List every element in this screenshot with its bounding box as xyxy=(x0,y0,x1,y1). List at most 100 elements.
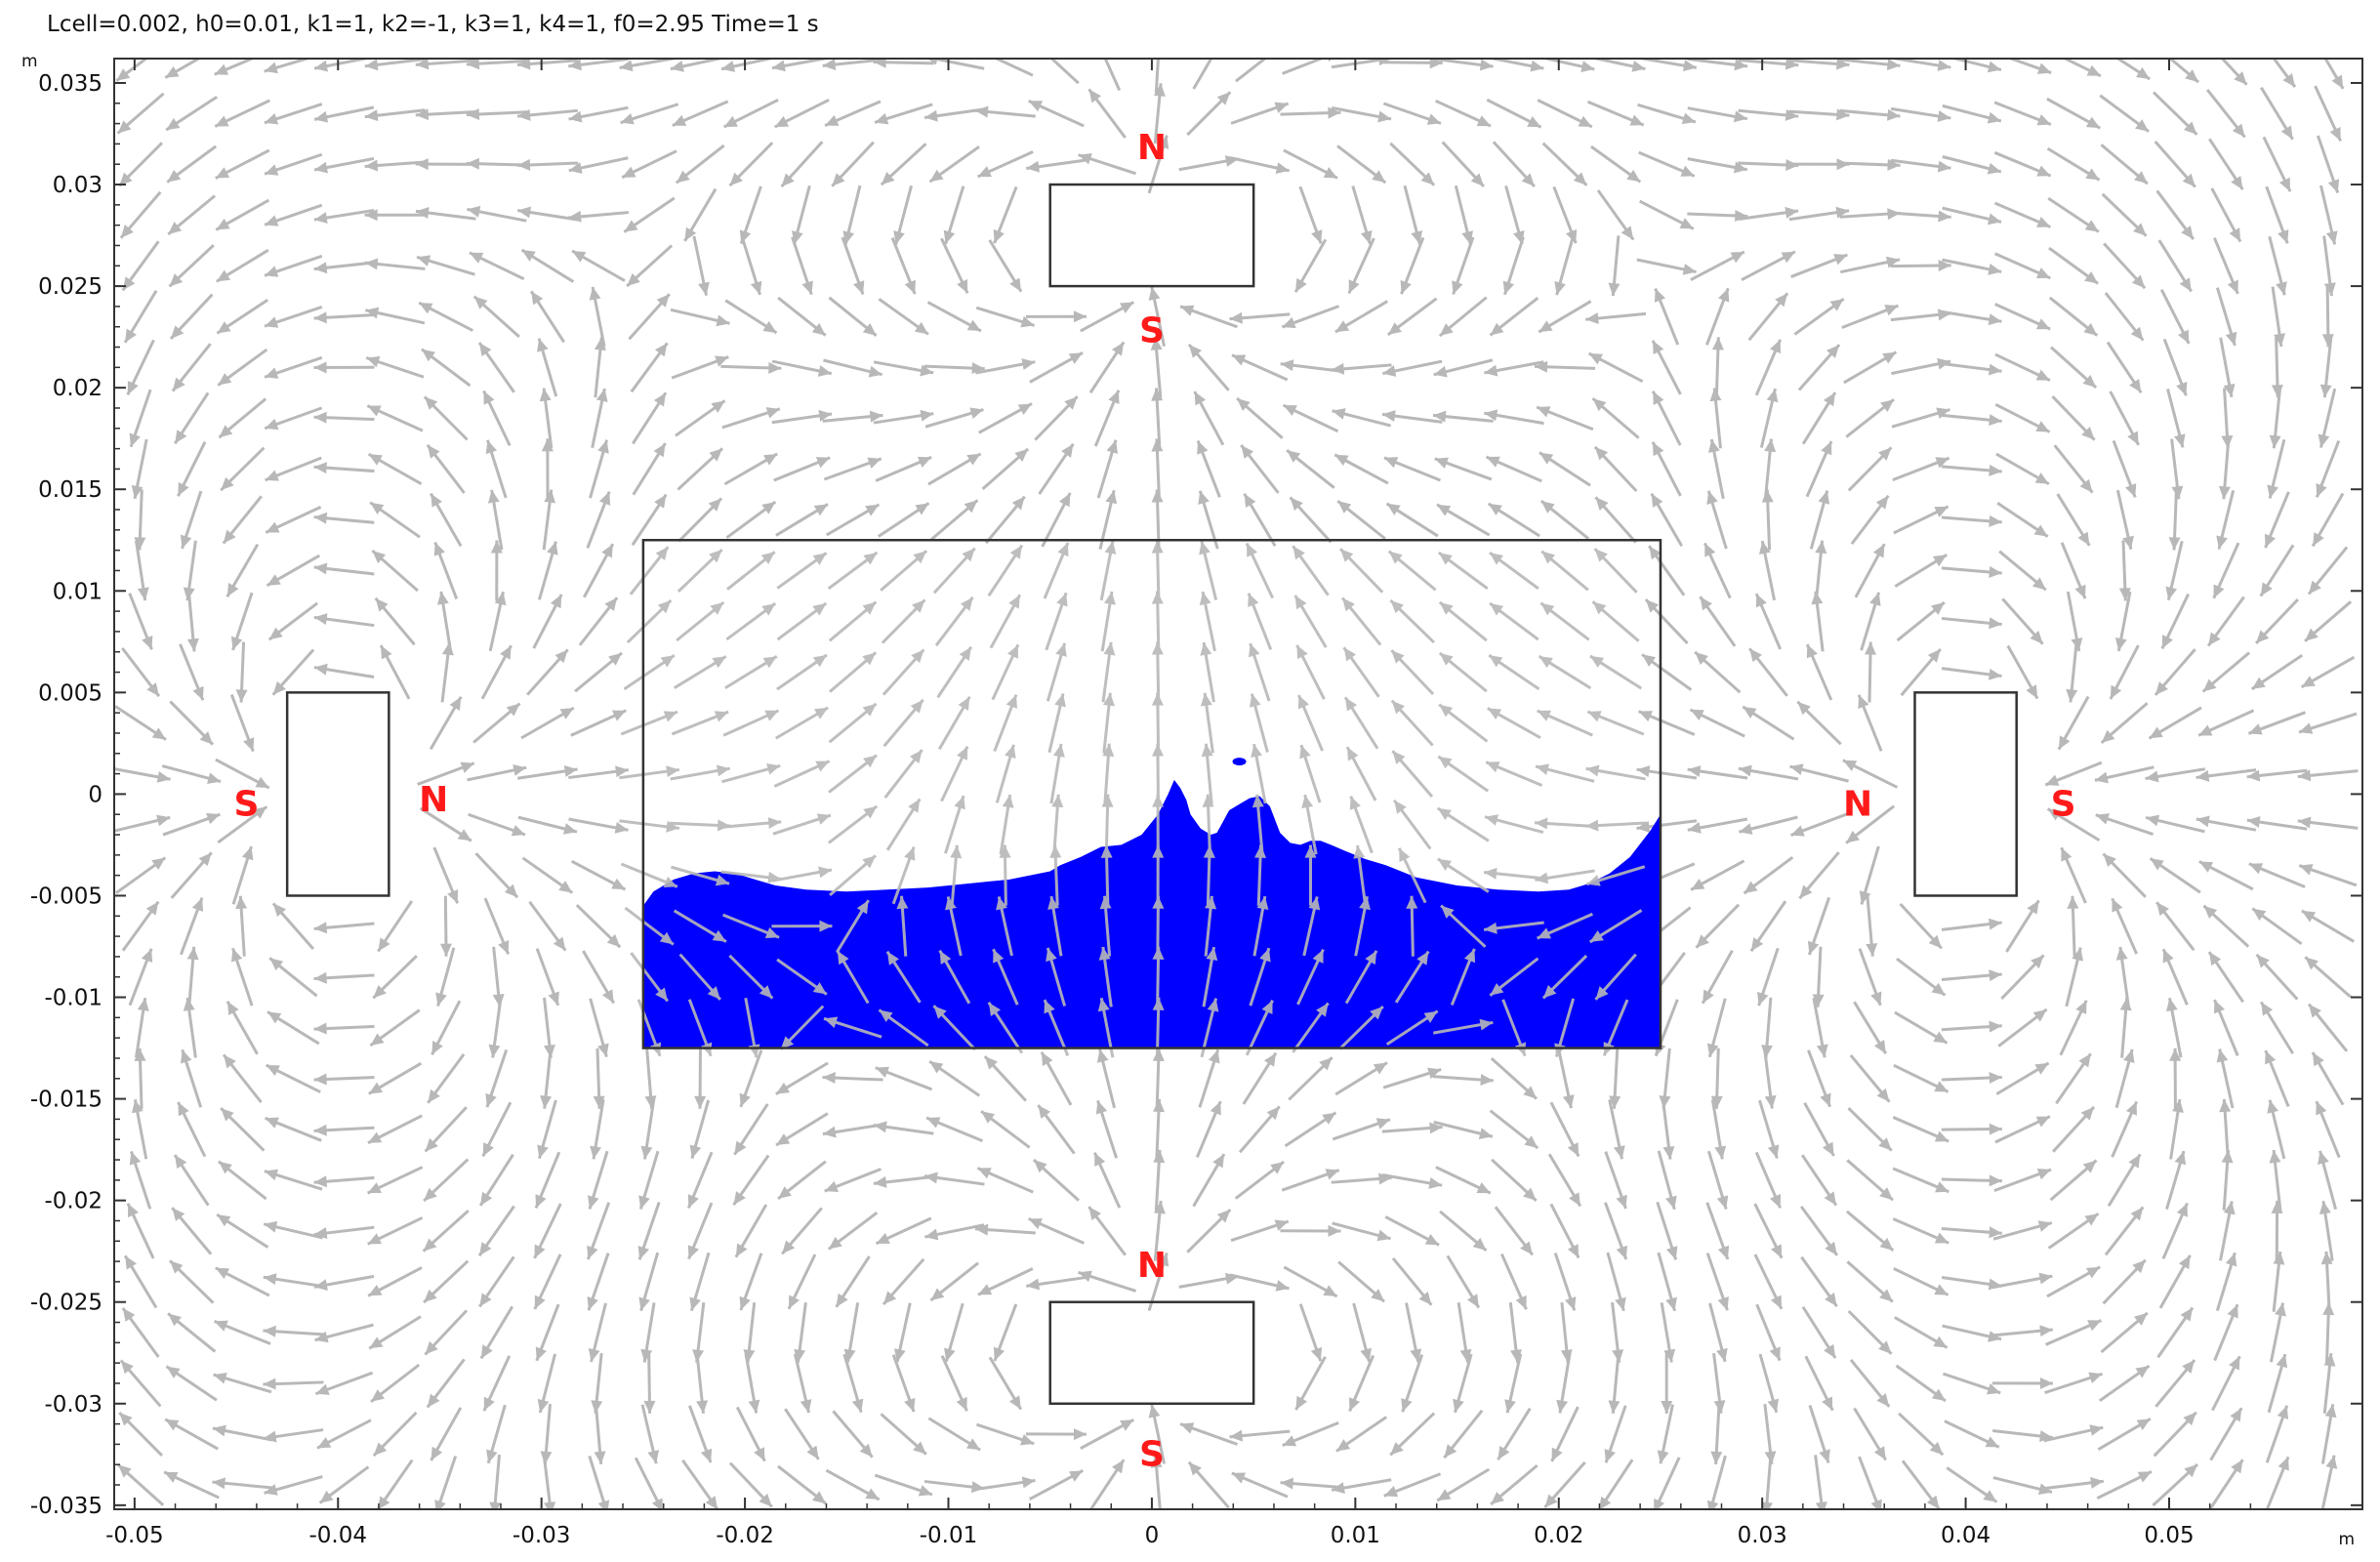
field-arrow xyxy=(168,244,215,288)
field-arrow xyxy=(1706,490,1728,550)
field-arrow xyxy=(983,1054,1027,1102)
field-arrow xyxy=(1150,337,1163,398)
field-arrow xyxy=(1296,694,1324,752)
arrow-head xyxy=(1716,1195,1729,1210)
arrow-head xyxy=(265,367,279,379)
field-arrow xyxy=(1589,59,1646,72)
field-arrow xyxy=(1814,1455,1827,1509)
field-arrow xyxy=(532,594,563,649)
field-arrow xyxy=(2155,189,2195,240)
field-arrow xyxy=(1604,1151,1627,1210)
arrow-head xyxy=(893,230,905,245)
field-arrow xyxy=(1604,1405,1627,1463)
field-arrow xyxy=(135,997,149,1058)
arrow-head xyxy=(2297,769,2312,782)
field-arrow xyxy=(2044,760,2103,787)
field-arrow xyxy=(2219,1098,2232,1160)
field-arrow xyxy=(431,1000,462,1055)
field-arrow xyxy=(370,1363,421,1404)
arrow-head xyxy=(965,1438,981,1451)
arrow-head xyxy=(837,950,849,966)
field-arrow xyxy=(1103,59,1122,92)
arrow-head xyxy=(2256,954,2270,968)
field-arrow xyxy=(1689,708,1745,738)
x-tick-label: -0.02 xyxy=(716,1523,774,1548)
arrow-head xyxy=(191,897,204,912)
arrow-head xyxy=(2036,62,2052,74)
field-arrow xyxy=(673,655,727,689)
arrow-head xyxy=(1328,106,1341,119)
field-arrow xyxy=(776,653,828,691)
arrow-head xyxy=(2034,473,2049,484)
field-arrow xyxy=(568,59,629,71)
arrow-head xyxy=(999,844,1011,858)
field-arrow xyxy=(415,158,476,171)
arrow-head xyxy=(1933,1336,1948,1348)
field-arrow xyxy=(2062,59,2102,78)
arrow-head xyxy=(368,1285,383,1296)
field-arrow xyxy=(1292,1002,1330,1053)
field-arrow xyxy=(932,547,976,595)
arrow-head xyxy=(2035,318,2051,330)
field-arrow xyxy=(1755,1303,1782,1362)
arrow-head xyxy=(269,958,284,971)
arrow-head xyxy=(868,365,882,378)
arrow-head xyxy=(1700,596,1712,611)
field-arrow xyxy=(880,143,927,186)
arrow-head xyxy=(1282,1435,1297,1447)
arrow-head xyxy=(865,504,880,516)
field-arrow xyxy=(186,591,199,652)
arrow-head xyxy=(944,1347,956,1362)
arrow-head xyxy=(914,321,928,335)
arrow-head xyxy=(424,1187,437,1202)
arrow-head xyxy=(265,470,279,481)
arrow-head xyxy=(1931,1388,1946,1402)
field-arrow xyxy=(1534,360,1596,373)
field-arrow xyxy=(2046,97,2101,130)
arrow-head xyxy=(867,457,882,469)
arrow-head xyxy=(480,1191,493,1206)
arrow-head xyxy=(1989,617,2002,630)
field-arrow xyxy=(1489,601,1539,641)
field-arrow xyxy=(842,185,862,245)
arrow-head xyxy=(2316,1101,2327,1116)
field-arrow xyxy=(2255,953,2299,1001)
field-arrow xyxy=(1754,1151,1783,1209)
field-arrow xyxy=(1747,647,1788,697)
arrow-head xyxy=(1112,1459,1125,1474)
field-arrow xyxy=(824,1168,882,1193)
arrow-head xyxy=(781,173,795,187)
field-arrow xyxy=(1705,1202,1730,1260)
arrow-head xyxy=(2156,902,2169,917)
field-arrow xyxy=(1231,353,1289,382)
arrow-head xyxy=(1771,1244,1783,1258)
arrow-head xyxy=(1757,991,1769,1007)
field-arrow xyxy=(1739,815,1798,835)
arrow-head xyxy=(2114,637,2127,651)
field-arrow xyxy=(517,206,578,222)
field-arrow xyxy=(1389,598,1435,644)
field-arrow xyxy=(313,1175,375,1188)
arrow-head xyxy=(2267,1099,2279,1114)
arrow-head xyxy=(1322,1112,1336,1125)
arrow-head xyxy=(760,552,775,565)
field-arrow xyxy=(1651,340,1682,395)
arrow-head xyxy=(1120,302,1134,314)
field-arrow xyxy=(1040,1050,1073,1106)
field-arrow xyxy=(1331,1478,1392,1495)
field-arrow xyxy=(1703,542,1732,599)
field-arrow xyxy=(824,100,882,127)
field-arrow xyxy=(2152,1462,2199,1507)
arrow-head xyxy=(1657,1450,1669,1464)
field-arrow xyxy=(1148,1404,1166,1464)
field-arrow xyxy=(835,1255,871,1308)
arrow-head xyxy=(1987,213,2002,226)
y-tick-label: -0.03 xyxy=(44,1392,103,1418)
field-arrow xyxy=(1754,339,1783,396)
field-arrow xyxy=(981,447,1030,491)
field-arrow xyxy=(128,948,153,1007)
arrow-head xyxy=(1439,652,1454,666)
arrow-head xyxy=(2203,905,2218,919)
field-arrow xyxy=(1087,1206,1127,1256)
arrow-head xyxy=(168,222,183,235)
